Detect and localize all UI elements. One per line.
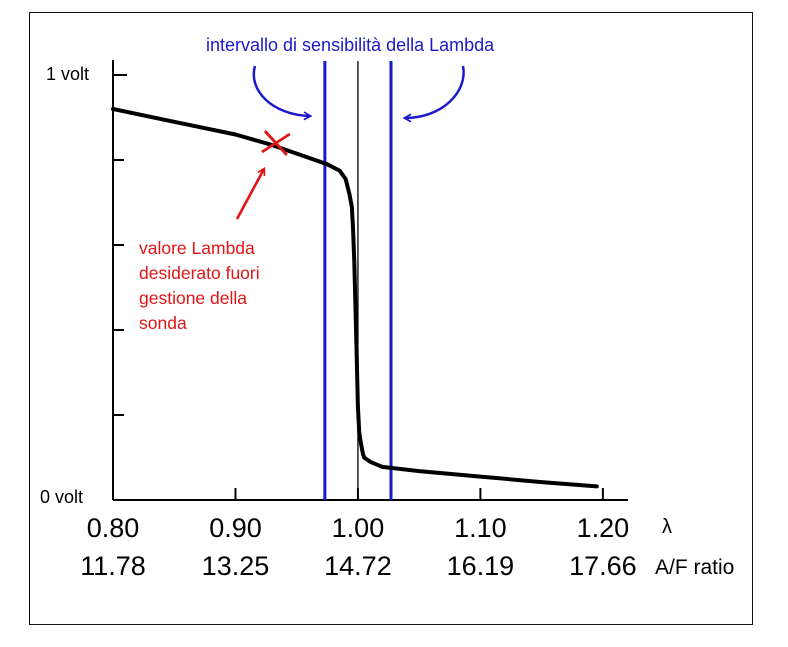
lambda-unit-label: λ [662,516,672,538]
lambda-tick-labels: 0.80 0.90 1.00 1.10 1.20 [87,513,629,543]
desired-lambda-annotation: valore Lambda desiderato fuori gestione … [139,238,265,333]
desired-lambda-line-3: gestione della [139,288,247,308]
lambda-tick-label: 1.00 [332,513,385,543]
sensitivity-arrow-right [405,65,465,118]
lambda-tick-label: 1.10 [454,513,507,543]
af-tick-label: 16.19 [447,551,515,581]
desired-lambda-line-1: valore Lambda [139,238,255,258]
y-axis-ticks [113,74,127,416]
lambda-tick-label: 0.80 [87,513,140,543]
af-tick-label: 13.25 [202,551,270,581]
chart-frame [29,12,753,625]
y-top-label: 1 volt [46,64,89,84]
af-tick-label: 11.78 [80,551,146,581]
lambda-tick-label: 1.20 [577,513,630,543]
y-bottom-label: 0 volt [40,487,83,507]
desired-lambda-arrow [235,169,264,220]
sensitivity-annotation: intervallo di sensibilità della Lambda [206,35,495,55]
desired-lambda-marker [261,130,291,156]
af-tick-label: 17.66 [569,551,637,581]
desired-lambda-line-2: desiderato fuori [139,263,260,283]
lambda-tick-label: 0.90 [209,513,262,543]
af-ratio-tick-labels: 11.78 13.25 14.72 16.19 17.66 [80,551,636,581]
sensitivity-arrow-left [252,65,310,116]
sensor-voltage-curve [111,107,599,489]
desired-marker-stroke [261,132,291,154]
desired-lambda-line-4: sonda [139,313,187,333]
af-tick-label: 14.72 [324,551,392,581]
af-ratio-unit-label: A/F ratio [655,556,734,579]
